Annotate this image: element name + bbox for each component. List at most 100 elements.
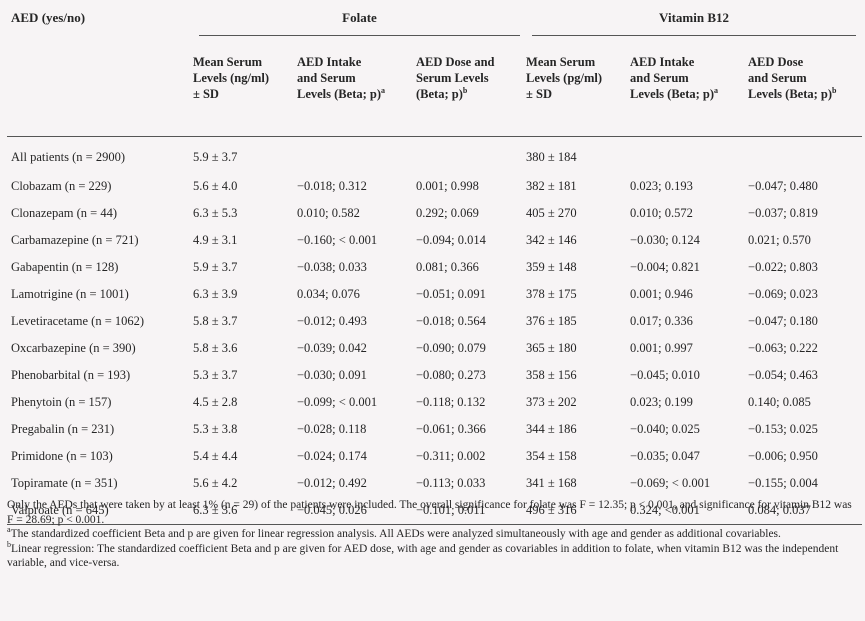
- value-cell: 358 ± 156: [526, 368, 577, 382]
- empty-header-cell: [7, 36, 193, 137]
- value-cell: 380 ± 184: [526, 149, 577, 164]
- value-cell: 5.6 ± 4.2: [193, 476, 238, 490]
- table-row: All patients (n = 2900) 5.9 ± 3.7 380 ± 18…: [7, 137, 862, 174]
- value-cell: 0.001; 0.997: [630, 341, 693, 355]
- value-cell: 0.292; 0.069: [416, 206, 479, 220]
- value-cell: −0.063; 0.222: [748, 341, 818, 355]
- b12-group-header: Vitamin B12: [526, 0, 862, 36]
- footnote-main: Only the AEDs that were taken by at leas…: [7, 499, 852, 526]
- aed-name-cell: Topiramate (n = 351): [11, 476, 118, 490]
- value-cell: 5.9 ± 3.7: [193, 260, 238, 274]
- value-cell: 0.010; 0.582: [297, 206, 360, 220]
- folate-group-header: Folate: [193, 0, 526, 36]
- value-cell: −0.030; 0.124: [630, 233, 700, 247]
- value-cell: −0.012; 0.492: [297, 476, 367, 490]
- value-cell: 0.010; 0.572: [630, 206, 693, 220]
- value-cell: −0.024; 0.174: [297, 449, 367, 463]
- table-row: Topiramate (n = 351) 5.6 ± 4.2 −0.012; 0.4…: [7, 470, 862, 497]
- value-cell: −0.153; 0.025: [748, 422, 818, 436]
- value-cell: −0.061; 0.366: [416, 422, 486, 436]
- aed-name-cell: All patients (n = 2900): [11, 149, 125, 164]
- value-cell: 0.001; 0.946: [630, 287, 693, 301]
- value-cell: 0.324; <0.001: [630, 503, 700, 517]
- folate-col-header-1: AED Intake and Serum Levels (Beta; p)a: [297, 55, 386, 101]
- value-cell: 5.3 ± 3.7: [193, 368, 238, 382]
- value-cell: 373 ± 202: [526, 395, 577, 409]
- value-cell: [416, 137, 526, 174]
- folate-col-header-0: Mean Serum Levels (ng/ml) ± SD: [193, 55, 270, 101]
- value-cell: 6.3 ± 5.3: [193, 206, 238, 220]
- value-cell: [748, 137, 862, 174]
- aed-column-header: AED (yes/no): [11, 10, 86, 25]
- folate-col-header-2: AED Dose and Serum Levels (Beta; p)b: [416, 55, 495, 101]
- table-footnotes: Only the AEDs that were taken by at leas…: [7, 498, 859, 571]
- value-cell: 496 ± 316: [526, 503, 577, 517]
- value-cell: 342 ± 146: [526, 233, 577, 247]
- value-cell: 341 ± 168: [526, 476, 577, 490]
- value-cell: −0.004; 0.821: [630, 260, 700, 274]
- value-cell: −0.047; 0.480: [748, 179, 818, 193]
- value-cell: −0.051; 0.091: [416, 287, 486, 301]
- b12-col-header-2: AED Dose and Serum Levels (Beta; p)b: [748, 55, 837, 101]
- table-row: Primidone (n = 103) 5.4 ± 4.4 −0.024; 0.17…: [7, 443, 862, 470]
- value-cell: −0.090; 0.079: [416, 341, 486, 355]
- value-cell: −0.012; 0.493: [297, 314, 367, 328]
- table-row: Phenytoin (n = 157) 4.5 ± 2.8 −0.099; < 0.…: [7, 389, 862, 416]
- aed-name-cell: Clonazepam (n = 44): [11, 206, 117, 220]
- value-cell: 0.021; 0.570: [748, 233, 811, 247]
- value-cell: −0.094; 0.014: [416, 233, 486, 247]
- aed-name-cell: Lamotrigine (n = 1001): [11, 287, 129, 301]
- value-cell: −0.101; 0.011: [416, 503, 486, 517]
- value-cell: 359 ± 148: [526, 260, 577, 274]
- value-cell: [630, 137, 748, 174]
- value-cell: −0.054; 0.463: [748, 368, 818, 382]
- value-cell: [297, 137, 416, 174]
- table-row: Phenobarbital (n = 193) 5.3 ± 3.7 −0.030; …: [7, 362, 862, 389]
- value-cell: −0.069; 0.023: [748, 287, 818, 301]
- aed-name-cell: Primidone (n = 103): [11, 449, 113, 463]
- aed-name-cell: Clobazam (n = 229): [11, 179, 112, 193]
- value-cell: −0.311; 0.002: [416, 449, 486, 463]
- value-cell: 378 ± 175: [526, 287, 577, 301]
- table-body: All patients (n = 2900) 5.9 ± 3.7 380 ± 18…: [7, 137, 863, 525]
- value-cell: −0.160; < 0.001: [297, 233, 378, 247]
- value-cell: −0.006; 0.950: [748, 449, 818, 463]
- value-cell: 405 ± 270: [526, 206, 577, 220]
- aed-name-cell: Gabapentin (n = 128): [11, 260, 119, 274]
- table-row: Lamotrigine (n = 1001) 6.3 ± 3.9 0.034; 0.…: [7, 281, 862, 308]
- value-cell: 5.3 ± 3.8: [193, 422, 238, 436]
- value-cell: 0.023; 0.193: [630, 179, 693, 193]
- value-cell: −0.028; 0.118: [297, 422, 367, 436]
- table-row: Clobazam (n = 229) 5.6 ± 4.0 −0.018; 0.312…: [7, 173, 862, 200]
- sub-header-row: Mean Serum Levels (ng/ml) ± SD AED Intake an…: [7, 36, 863, 137]
- value-cell: 354 ± 158: [526, 449, 577, 463]
- value-cell: −0.030; 0.091: [297, 368, 367, 382]
- value-cell: −0.113; 0.033: [416, 476, 486, 490]
- aed-serum-levels-table: AED (yes/no) Folate Vitamin B12 Mean Ser…: [7, 0, 863, 525]
- group-header-row: AED (yes/no) Folate Vitamin B12: [7, 0, 862, 36]
- footnote-a: aThe standardized coefficient Beta and p…: [7, 525, 781, 541]
- value-cell: −0.118; 0.132: [416, 395, 486, 409]
- value-cell: −0.080; 0.273: [416, 368, 486, 382]
- value-cell: −0.155; 0.004: [748, 476, 818, 490]
- value-cell: −0.045; 0.026: [297, 503, 367, 517]
- value-cell: −0.018; 0.312: [297, 179, 367, 193]
- value-cell: 4.9 ± 3.1: [193, 233, 238, 247]
- value-cell: 0.140; 0.085: [748, 395, 811, 409]
- value-cell: −0.069; < 0.001: [630, 476, 711, 490]
- value-cell: −0.039; 0.042: [297, 341, 367, 355]
- b12-col-header-1: AED Intake and Serum Levels (Beta; p)a: [630, 55, 719, 101]
- value-cell: −0.037; 0.819: [748, 206, 818, 220]
- value-cell: 0.001; 0.998: [416, 179, 479, 193]
- aed-name-cell: Carbamazepine (n = 721): [11, 233, 139, 247]
- value-cell: 0.034; 0.076: [297, 287, 360, 301]
- footnote-b: bLinear regression: The standardized coe…: [7, 539, 839, 570]
- table-row: Valproate (n = 645) 6.3 ± 3.6 −0.045; 0.02…: [7, 497, 863, 525]
- aed-name-cell: Valproate (n = 645): [11, 503, 109, 517]
- value-cell: 344 ± 186: [526, 422, 577, 436]
- value-cell: 0.084; 0.037: [748, 503, 811, 517]
- value-cell: 5.9 ± 3.7: [193, 149, 238, 164]
- value-cell: 6.3 ± 3.6: [193, 503, 238, 517]
- table-row: Levetiracetame (n = 1062) 5.8 ± 3.7 −0.012…: [7, 308, 862, 335]
- aed-name-cell: Phenobarbital (n = 193): [11, 368, 131, 382]
